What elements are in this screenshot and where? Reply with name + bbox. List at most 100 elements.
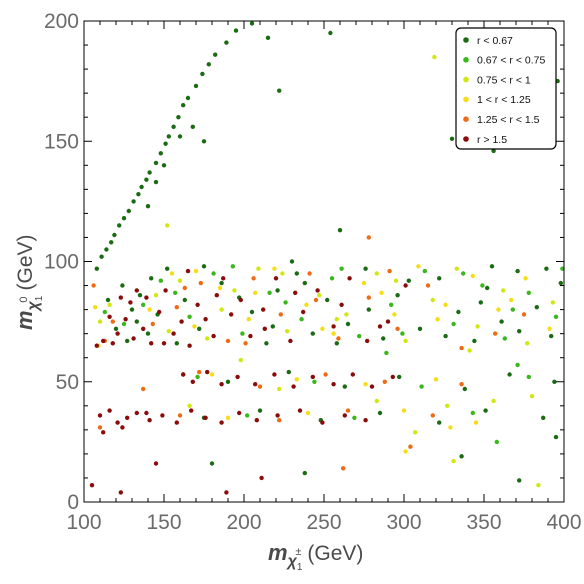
data-point-series-0-63 <box>485 285 490 291</box>
data-point-series-0-2 <box>104 247 109 252</box>
data-point-series-1-26 <box>526 374 531 380</box>
data-point-series-4-0 <box>150 321 155 327</box>
data-point-series-0-81 <box>544 266 549 271</box>
data-point-series-3-21 <box>509 297 514 303</box>
legend-label: r > 1.5 <box>477 134 507 146</box>
data-point-series-5-0 <box>110 341 116 346</box>
data-point-series-0-35 <box>277 88 282 93</box>
data-point-series-1-13 <box>526 290 531 295</box>
data-point-series-5-10 <box>179 319 184 324</box>
data-point-series-4-1 <box>174 305 179 310</box>
data-point-series-4-15 <box>243 341 248 346</box>
legend-label: 0.75 < r < 1 <box>477 74 531 86</box>
data-point-series-3-5 <box>272 266 277 271</box>
data-point-series-4-24 <box>382 379 387 384</box>
data-point-series-5-39 <box>293 290 298 295</box>
data-point-series-2-34 <box>432 54 437 60</box>
data-point-series-2-16 <box>166 329 171 334</box>
data-point-series-0-28 <box>265 35 271 40</box>
data-point-series-0-83 <box>225 379 231 384</box>
data-point-series-5-43 <box>190 379 195 384</box>
data-point-series-3-25 <box>294 377 299 382</box>
data-point-series-2-1 <box>177 278 183 283</box>
data-point-series-4-9 <box>395 326 400 331</box>
y-axis-symbol: m <box>12 310 37 330</box>
data-point-series-3-23 <box>93 305 98 310</box>
data-point-series-0-12 <box>147 170 152 175</box>
data-point-series-2-17 <box>219 307 224 312</box>
data-point-series-3-15 <box>547 326 552 331</box>
data-point-series-3-28 <box>225 415 231 420</box>
legend-marker <box>463 37 469 43</box>
data-point-series-2-7 <box>344 312 349 317</box>
y-tick-label: 0 <box>67 491 79 514</box>
data-point-series-5-61 <box>160 413 165 418</box>
legend-entries: r < 0.67 0.67 < r < 0.75 0.75 < r < 1 1 < r… <box>463 35 545 146</box>
data-point-series-5-77 <box>118 490 124 495</box>
data-point-series-4-33 <box>97 425 103 430</box>
data-point-series-1-1 <box>187 314 192 319</box>
data-point-series-0-1 <box>99 254 104 259</box>
legend: r < 0.67 0.67 < r < 0.75 0.75 < r < 1 1 < r… <box>455 27 557 150</box>
data-point-series-0-79 <box>478 300 483 305</box>
data-point-series-5-50 <box>310 374 315 380</box>
y-axis-sup: 0 <box>18 297 30 303</box>
data-point-series-1-30 <box>121 321 127 327</box>
data-point-series-0-86 <box>397 374 402 380</box>
data-point-series-5-15 <box>221 276 226 281</box>
data-point-series-1-6 <box>329 276 335 281</box>
data-point-series-3-30 <box>401 408 407 413</box>
data-point-series-2-12 <box>475 324 480 329</box>
data-point-series-2-23 <box>445 403 450 408</box>
data-point-series-4-7 <box>336 336 341 341</box>
data-point-series-0-78 <box>443 333 448 339</box>
data-point-series-1-28 <box>352 415 357 420</box>
data-point-series-3-3 <box>217 285 223 291</box>
data-point-series-5-5 <box>141 326 146 331</box>
data-point-series-4-12 <box>493 331 498 336</box>
data-point-series-5-17 <box>238 297 243 303</box>
data-point-series-1-3 <box>240 331 245 336</box>
data-point-series-0-54 <box>325 297 330 303</box>
data-point-series-2-4 <box>256 266 261 271</box>
data-point-series-5-20 <box>273 276 279 281</box>
data-point-series-3-13 <box>496 307 501 312</box>
data-point-series-5-12 <box>195 302 200 307</box>
y-tick-label: 100 <box>44 251 79 274</box>
data-point-series-5-9 <box>171 331 176 336</box>
legend-marker <box>463 57 469 63</box>
data-point-series-0-76 <box>366 307 371 312</box>
data-point-series-1-10 <box>451 321 456 327</box>
data-point-series-5-72 <box>363 418 368 423</box>
data-point-series-5-59 <box>134 410 139 416</box>
data-point-series-3-17 <box>253 290 258 295</box>
data-point-series-4-20 <box>110 319 116 324</box>
data-point-series-0-85 <box>342 384 347 389</box>
data-point-series-2-32 <box>374 398 379 404</box>
data-point-series-1-19 <box>400 331 405 336</box>
data-points <box>89 21 565 495</box>
data-point-series-2-27 <box>107 302 112 307</box>
data-point-series-5-53 <box>369 384 375 389</box>
data-point-series-0-24 <box>213 52 218 57</box>
data-point-series-2-13 <box>501 288 506 293</box>
data-point-series-0-33 <box>153 179 159 185</box>
data-point-series-5-47 <box>253 382 258 387</box>
data-point-series-3-8 <box>361 280 367 286</box>
data-point-series-0-49 <box>249 309 255 315</box>
data-point-series-5-21 <box>288 338 293 344</box>
data-point-series-0-68 <box>558 280 563 286</box>
axis-ticks <box>83 20 565 503</box>
data-point-series-4-29 <box>430 413 435 418</box>
data-point-series-3-20 <box>435 317 440 322</box>
data-point-series-0-38 <box>337 228 343 233</box>
data-point-series-2-2 <box>205 336 210 341</box>
data-point-series-0-29 <box>201 139 207 144</box>
data-point-series-0-84 <box>286 369 291 375</box>
data-point-series-2-35 <box>238 357 243 363</box>
data-point-series-1-9 <box>422 268 427 274</box>
data-point-series-5-42 <box>181 372 186 377</box>
data-point-series-4-30 <box>341 466 346 471</box>
data-point-series-1-21 <box>510 307 515 312</box>
data-point-series-1-2 <box>211 271 216 276</box>
